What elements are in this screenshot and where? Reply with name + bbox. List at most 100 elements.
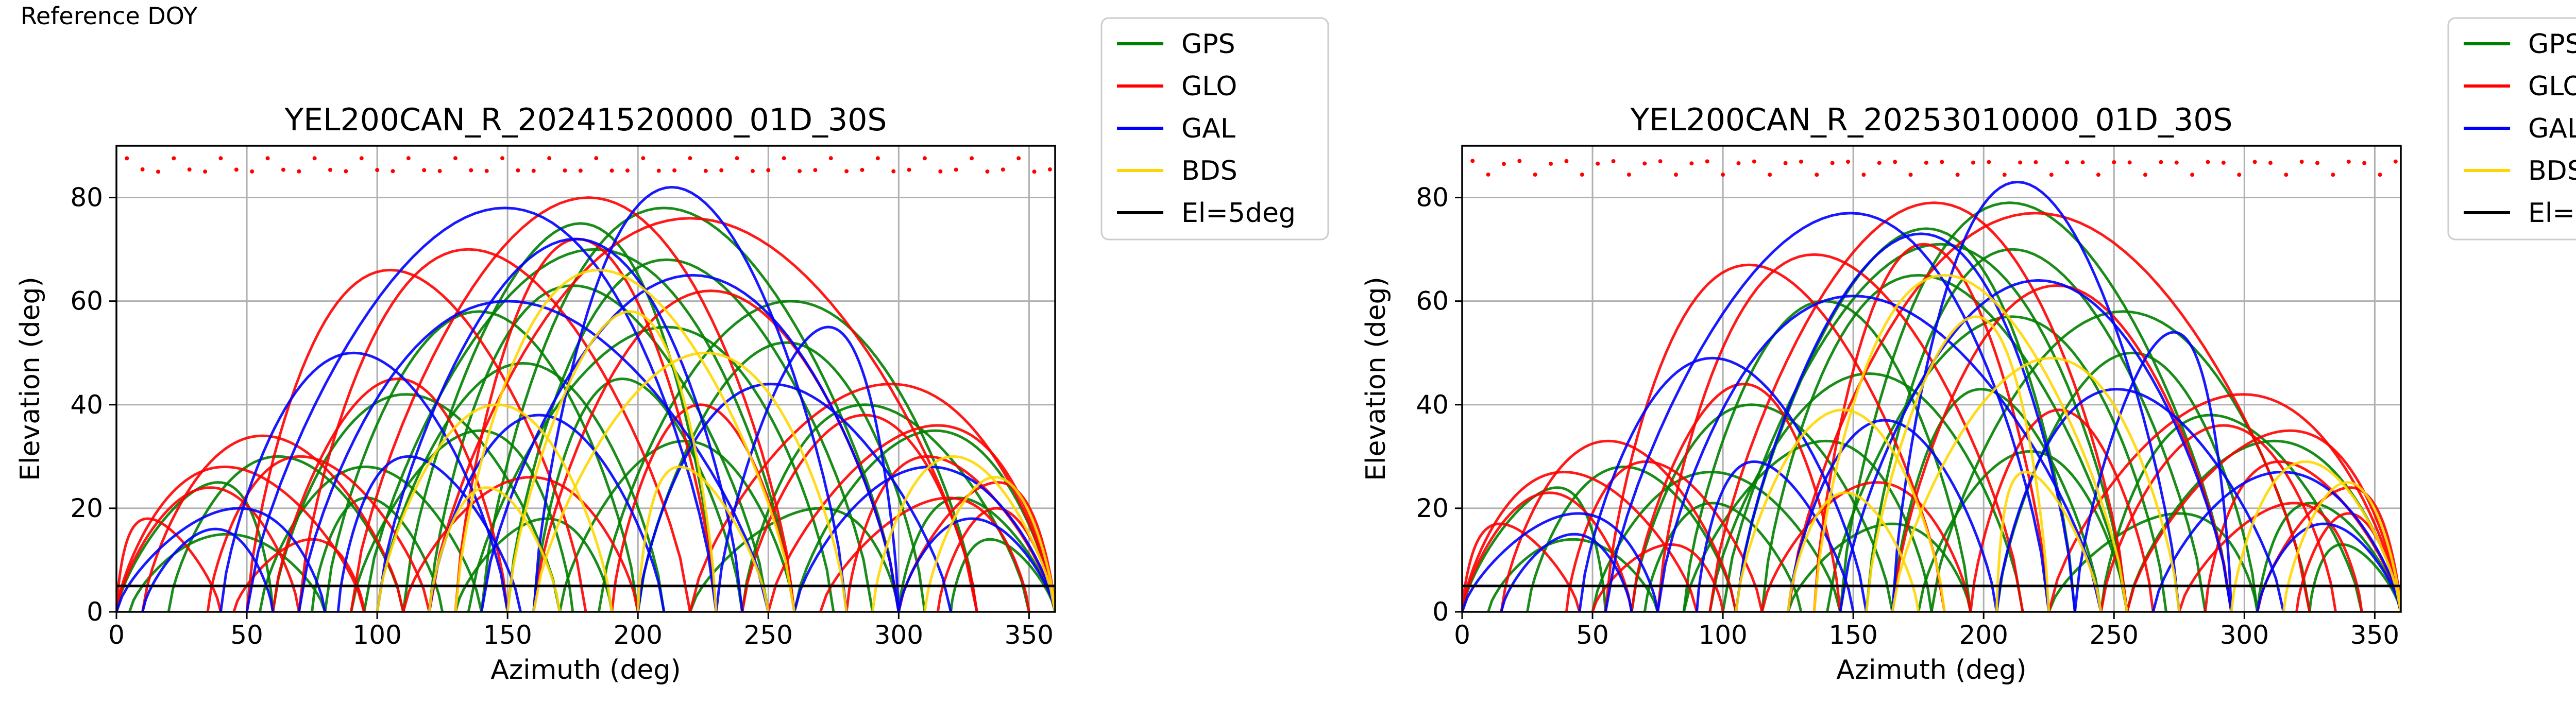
glo-dot (1908, 173, 1913, 177)
glo-dot (1032, 169, 1037, 174)
x-tick-label: 50 (1576, 620, 1609, 650)
x-tick-label: 200 (614, 620, 663, 650)
glo-dot (265, 156, 270, 161)
glo-satellite-track (1500, 439, 1737, 612)
legend-label: BDS (2528, 156, 2576, 186)
glo-dot (328, 167, 333, 172)
glo-dot (813, 168, 818, 173)
glo-dot (970, 156, 974, 161)
glo-dot (2237, 173, 2242, 177)
glo-dot (1752, 159, 1756, 164)
glo-dot (1705, 159, 1709, 164)
chart-panel-1: 0 50 100 150 200 250 300 350 0 20 40 60 80 YEL200CAN_… (15, 17, 1329, 685)
figure-label: Reference DOY (21, 2, 198, 30)
glo-dot (578, 168, 583, 173)
glo-dot (2190, 173, 2195, 177)
gps-satellite-track (272, 393, 561, 612)
legend-label: GLO (2528, 71, 2576, 102)
glo-dot (375, 168, 380, 173)
chart-panel-2: 0 50 100 150 200 250 300 350 0 20 40 60 80 YEL200CAN_… (1361, 17, 2576, 685)
glo-satellite-track (1462, 470, 1698, 612)
glo-satellite-track (297, 248, 691, 612)
gal-satellite-track (245, 207, 718, 612)
glo-dot (2065, 160, 2070, 165)
glo-dot (312, 156, 317, 161)
legend-label: GPS (2528, 29, 2576, 60)
bds-satellite-track (1891, 356, 2181, 612)
x-tick-label: 250 (744, 620, 793, 650)
gps-satellite-track (1487, 538, 1659, 612)
x-axis-label: Azimuth (deg) (490, 655, 681, 685)
glo-dot (125, 156, 129, 161)
gal-satellite-track (532, 185, 848, 612)
glo-dot (798, 169, 802, 174)
legend-label: GAL (1181, 113, 1235, 144)
glo-dot (1736, 161, 1741, 165)
gal-satellite-track (636, 383, 953, 612)
bds-satellite-track (1787, 491, 1920, 612)
glo-satellite-track (819, 496, 1030, 612)
glo-dot (2143, 173, 2148, 177)
glo-dot (609, 168, 614, 173)
glo-satellite-track (2178, 502, 2363, 612)
glo-satellite-track (1891, 284, 2233, 612)
x-tick-label: 100 (352, 620, 401, 650)
glo-satellite-track (2126, 429, 2401, 612)
gps-satellite-track (741, 403, 1030, 612)
gal-satellite-track (1578, 356, 1868, 612)
y-tick-label: 40 (1416, 390, 1449, 420)
axes-frame (1461, 145, 2402, 613)
x-tick-label: 0 (1454, 620, 1470, 650)
glo-dot (828, 156, 833, 161)
gal-satellite-track (1604, 212, 2050, 612)
glo-dot (297, 169, 301, 174)
glo-dot (484, 168, 489, 173)
glo-dot (907, 167, 911, 172)
glo-dot (563, 168, 567, 173)
glo-dot (391, 169, 395, 174)
glo-satellite-track (141, 434, 405, 612)
glo-dot (359, 156, 364, 161)
glo-dot (1486, 172, 1490, 177)
glo-dot (766, 168, 771, 173)
bds-satellite-track (871, 455, 1055, 612)
gps-satellite-track (1826, 315, 2167, 612)
glo-dot (875, 156, 880, 161)
glo-dot (453, 156, 457, 161)
glo-dot (547, 156, 552, 161)
glo-dot (469, 168, 473, 173)
bds-satellite-track (2230, 460, 2401, 612)
gal-satellite-track (428, 414, 666, 612)
x-tick-label: 350 (1005, 620, 1054, 650)
gps-satellite-track (1630, 403, 1894, 612)
x-tick-label: 200 (1959, 620, 2008, 650)
gps-satellite-track (1839, 201, 2233, 612)
glo-dot (187, 167, 192, 172)
bds-satellite-track (923, 476, 1055, 612)
glo-satellite-track (1630, 383, 1842, 612)
gal-satellite-track (141, 527, 275, 612)
bds-satellite-track (636, 465, 770, 612)
glo-dot (1674, 173, 1679, 177)
glo-satellite-track (741, 414, 978, 612)
gps-satellite-track (1891, 388, 2103, 612)
glo-dot (2252, 160, 2257, 164)
legend: GPS GLO GAL BDS El=5deg (2447, 17, 2576, 241)
glo-satellite-track (116, 465, 366, 612)
bds-satellite-track (1812, 273, 2129, 612)
x-tick-label: 250 (2090, 620, 2139, 650)
glo-dot (782, 156, 786, 161)
glo-satellite-track (1656, 253, 2024, 612)
glo-dot (1924, 160, 1928, 165)
glo-dot (1940, 160, 1944, 164)
glo-dot (719, 168, 724, 173)
glo-dot (2331, 173, 2335, 177)
glo-high-elevation-dots (1470, 159, 2398, 177)
axes-frame (115, 145, 1056, 613)
glo-dot (531, 168, 536, 173)
glo-dot (1815, 173, 1819, 177)
gal-satellite-track (116, 507, 327, 612)
glo-dot (1626, 173, 1631, 177)
glo-dot (2080, 160, 2085, 165)
